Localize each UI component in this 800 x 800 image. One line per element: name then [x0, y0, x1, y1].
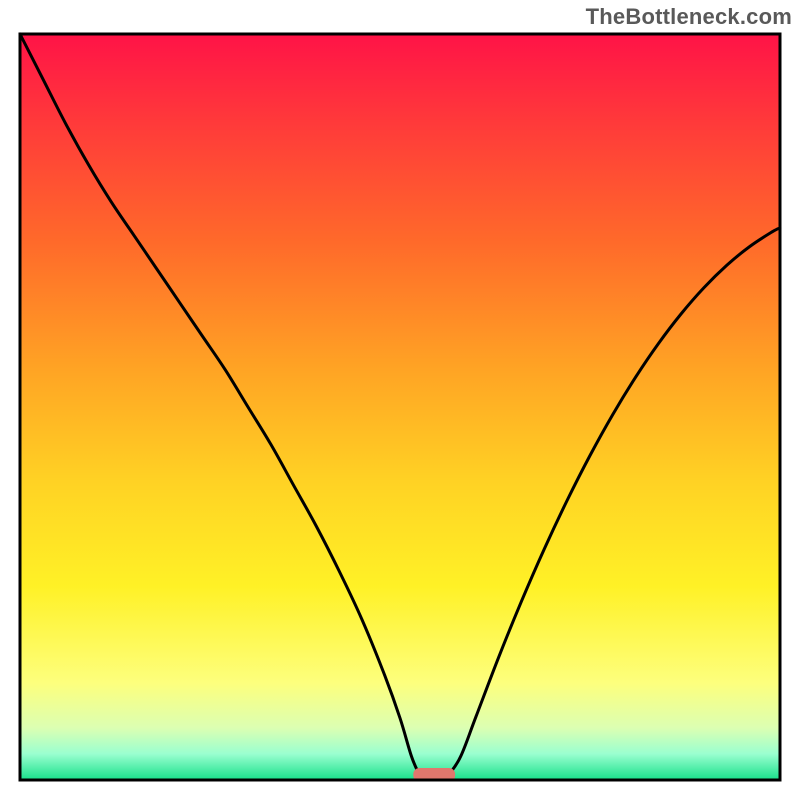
chart-container: TheBottleneck.com — [0, 0, 800, 800]
bottleneck-curve-chart — [0, 0, 800, 800]
gradient-background — [20, 34, 780, 780]
attribution-label: TheBottleneck.com — [586, 4, 792, 30]
